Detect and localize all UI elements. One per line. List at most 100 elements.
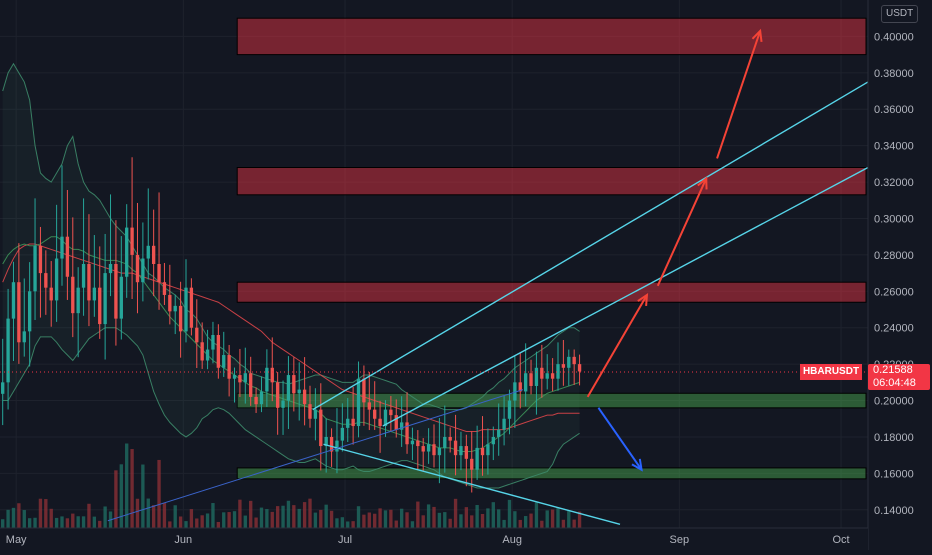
price-zones[interactable]	[236, 17, 867, 480]
candle-body[interactable]	[319, 409, 323, 447]
resistance-zone[interactable]	[236, 281, 867, 303]
candle-body[interactable]	[329, 436, 334, 452]
candle-body[interactable]	[502, 418, 506, 430]
candle-body[interactable]	[313, 409, 318, 419]
candle-body[interactable]	[324, 436, 328, 447]
candle-body[interactable]	[205, 349, 210, 361]
projection-arrow-shaft[interactable]	[656, 178, 708, 287]
candle-body[interactable]	[367, 402, 371, 410]
candle-body[interactable]	[308, 404, 312, 419]
candle-body[interactable]	[480, 447, 485, 456]
candle-body[interactable]	[529, 373, 533, 386]
candle-body[interactable]	[356, 378, 361, 427]
candle-body[interactable]	[265, 367, 269, 392]
candle-body[interactable]	[157, 264, 161, 283]
candle-body[interactable]	[421, 446, 425, 452]
candle-body[interactable]	[437, 447, 442, 456]
candle-body[interactable]	[130, 227, 134, 255]
candle-body[interactable]	[351, 418, 355, 427]
candle-body[interactable]	[416, 440, 420, 447]
candle-body[interactable]	[383, 409, 388, 427]
candle-body[interactable]	[71, 276, 75, 314]
candle-body[interactable]	[38, 245, 43, 274]
candle-body[interactable]	[507, 400, 512, 419]
candle-body[interactable]	[135, 254, 140, 283]
candle-body[interactable]	[200, 342, 204, 361]
candle-body[interactable]	[362, 378, 366, 403]
candle-body[interactable]	[297, 389, 301, 394]
candle-body[interactable]	[556, 364, 560, 379]
candle-body[interactable]	[470, 458, 474, 470]
candle-body[interactable]	[54, 258, 59, 301]
candle-body[interactable]	[340, 427, 345, 441]
candle-body[interactable]	[561, 364, 566, 368]
projection-arrow-shaft[interactable]	[586, 294, 648, 398]
candle-body[interactable]	[189, 287, 194, 328]
candle-body[interactable]	[76, 287, 80, 314]
candle-body[interactable]	[108, 264, 113, 274]
candle-body[interactable]	[405, 422, 409, 445]
candle-body[interactable]	[259, 391, 264, 405]
candle-body[interactable]	[243, 373, 247, 383]
candle-body[interactable]	[577, 364, 582, 372]
support-zone[interactable]	[236, 392, 867, 409]
candle-body[interactable]	[6, 318, 10, 383]
candle-body[interactable]	[389, 409, 393, 416]
currency-badge[interactable]: USDT	[881, 5, 919, 23]
channel-trend-line[interactable]	[312, 81, 869, 411]
channel-trend-line[interactable]	[382, 166, 869, 427]
candle-body[interactable]	[453, 440, 458, 456]
candle-body[interactable]	[227, 355, 231, 379]
candle-body[interactable]	[572, 356, 576, 365]
candle-body[interactable]	[60, 236, 64, 259]
candle-body[interactable]	[33, 245, 37, 292]
trend-drawings[interactable]	[107, 28, 869, 526]
candle-body[interactable]	[249, 373, 253, 397]
candle-body[interactable]	[394, 415, 398, 430]
candle-body[interactable]	[27, 291, 32, 332]
candle-body[interactable]	[550, 373, 555, 379]
time-axis[interactable]: May Jun Jul Aug Sep Oct	[0, 527, 868, 550]
candle-body[interactable]	[486, 444, 490, 456]
candle-body[interactable]	[292, 375, 296, 394]
candle-body[interactable]	[464, 446, 469, 459]
candle-body[interactable]	[281, 400, 285, 408]
candle-body[interactable]	[443, 436, 447, 448]
channel-trend-line[interactable]	[323, 443, 621, 526]
candle-body[interactable]	[184, 287, 188, 332]
candle-body[interactable]	[523, 373, 528, 392]
candle-body[interactable]	[114, 264, 118, 319]
candle-body[interactable]	[119, 276, 123, 319]
candle-body[interactable]	[216, 335, 221, 368]
candle-body[interactable]	[459, 446, 463, 456]
candle-body[interactable]	[475, 447, 479, 470]
candle-body[interactable]	[378, 418, 382, 427]
candle-body[interactable]	[254, 396, 258, 405]
candle-body[interactable]	[373, 409, 377, 419]
candle-body[interactable]	[286, 375, 291, 401]
projection-arrow-shaft[interactable]	[597, 407, 643, 471]
candle-body[interactable]	[178, 305, 183, 332]
price-axis[interactable]: 0.140000.160000.180000.200000.220000.240…	[867, 0, 932, 550]
candle-body[interactable]	[399, 422, 404, 430]
candle-body[interactable]	[173, 305, 177, 312]
candle-body[interactable]	[44, 273, 48, 288]
candle-body[interactable]	[232, 375, 237, 379]
candle-body[interactable]	[98, 287, 102, 325]
candle-body[interactable]	[146, 245, 150, 259]
candle-body[interactable]	[410, 440, 415, 445]
projection-arrow-shaft[interactable]	[716, 30, 762, 159]
candle-body[interactable]	[168, 294, 172, 312]
candle-body[interactable]	[141, 258, 145, 283]
candle-body[interactable]	[1, 382, 5, 394]
candle-body[interactable]	[22, 331, 26, 343]
candle-body[interactable]	[534, 367, 539, 386]
candle-body[interactable]	[17, 282, 21, 343]
candle-body[interactable]	[65, 236, 70, 277]
candle-body[interactable]	[211, 335, 215, 350]
candle-body[interactable]	[518, 382, 522, 392]
candle-body[interactable]	[270, 367, 274, 383]
candle-body[interactable]	[346, 418, 350, 428]
